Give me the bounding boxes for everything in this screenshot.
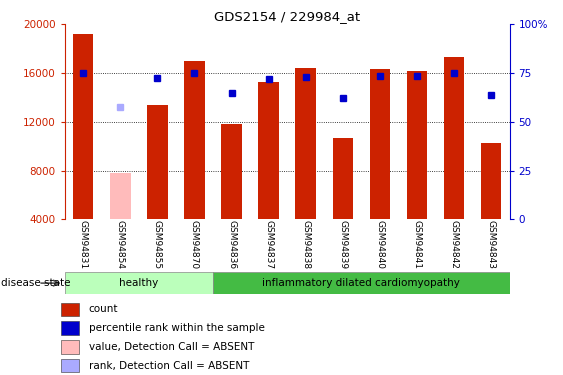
Text: GSM94838: GSM94838: [301, 220, 310, 270]
Text: GSM94843: GSM94843: [486, 220, 495, 269]
Bar: [65, 272, 213, 294]
Bar: [61, 359, 79, 372]
Bar: [258, 82, 279, 219]
Text: GSM94854: GSM94854: [116, 220, 125, 269]
Text: GSM94841: GSM94841: [412, 220, 421, 269]
Bar: [296, 68, 316, 219]
Bar: [184, 61, 205, 219]
Text: GSM94840: GSM94840: [376, 220, 385, 269]
Text: inflammatory dilated cardiomyopathy: inflammatory dilated cardiomyopathy: [262, 278, 460, 288]
Bar: [61, 321, 79, 335]
Title: GDS2154 / 229984_at: GDS2154 / 229984_at: [214, 10, 360, 23]
Text: GSM94855: GSM94855: [153, 220, 162, 270]
Bar: [369, 69, 390, 219]
Text: GSM94842: GSM94842: [449, 220, 458, 269]
Text: percentile rank within the sample: percentile rank within the sample: [88, 323, 265, 333]
Bar: [406, 70, 427, 219]
Bar: [61, 340, 79, 354]
Text: GSM94831: GSM94831: [79, 220, 88, 270]
Bar: [481, 142, 501, 219]
Bar: [444, 57, 464, 219]
Text: rank, Detection Call = ABSENT: rank, Detection Call = ABSENT: [88, 361, 249, 370]
Bar: [110, 173, 131, 219]
Bar: [333, 138, 353, 219]
Text: GSM94839: GSM94839: [338, 220, 347, 270]
Text: value, Detection Call = ABSENT: value, Detection Call = ABSENT: [88, 342, 254, 352]
Bar: [147, 105, 168, 219]
Bar: [213, 272, 510, 294]
Text: GSM94837: GSM94837: [264, 220, 273, 270]
Text: count: count: [88, 304, 118, 314]
Text: disease state: disease state: [1, 278, 70, 288]
Bar: [221, 124, 242, 219]
Bar: [61, 303, 79, 316]
Text: GSM94870: GSM94870: [190, 220, 199, 270]
Text: healthy: healthy: [119, 278, 159, 288]
Bar: [73, 34, 93, 219]
Text: GSM94836: GSM94836: [227, 220, 236, 270]
